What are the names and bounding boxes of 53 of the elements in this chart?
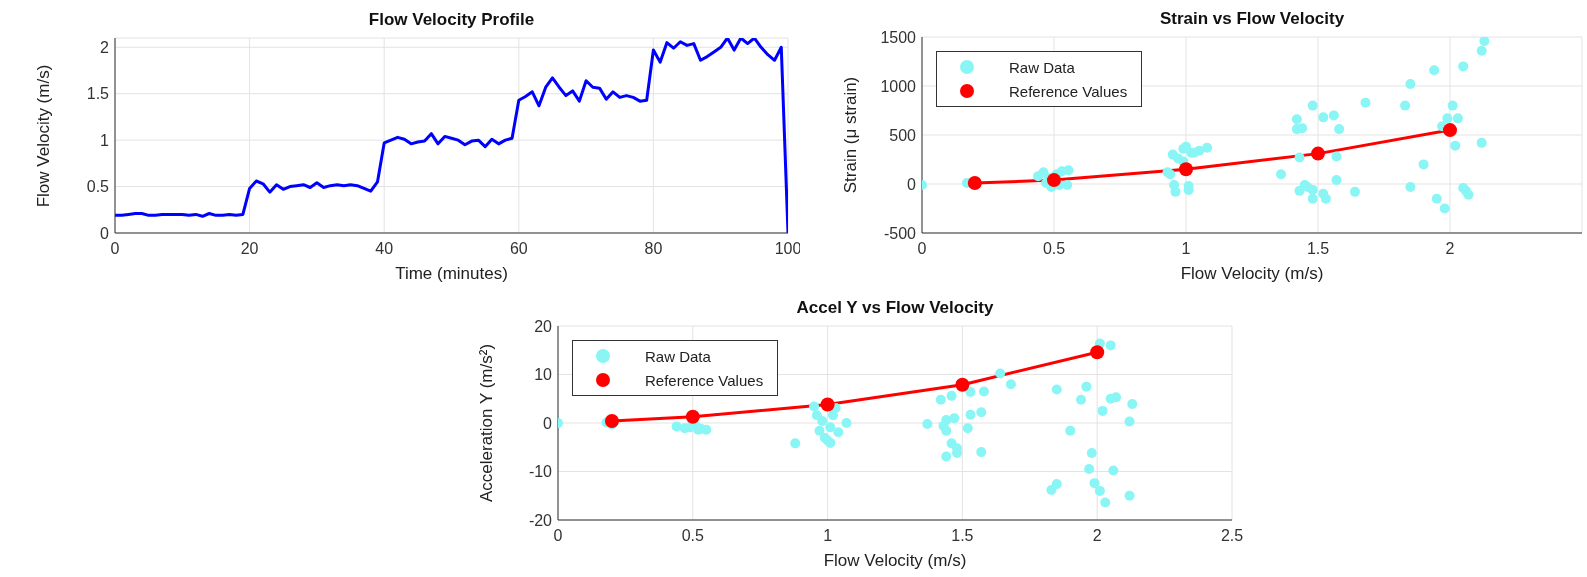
x-tick-label: 0.5 [681, 527, 705, 545]
point [604, 414, 619, 429]
legend-label: Raw Data [645, 347, 711, 365]
point [967, 176, 982, 191]
y-tick-label: -20 [528, 511, 553, 529]
x-axis-title: Flow Velocity (m/s) [823, 551, 967, 570]
point [685, 409, 700, 424]
y-tick-label: -500 [883, 224, 917, 242]
x-tick-label: 1.5 [951, 527, 974, 545]
y-tick-label: 0 [543, 414, 553, 432]
y-tick-label: 500 [889, 126, 917, 144]
y-tick-label: 1.5 [86, 85, 110, 103]
y-tick-label: 20 [534, 317, 553, 335]
x-tick-label: 2 [1445, 240, 1455, 258]
x-tick-label: 1 [823, 527, 833, 545]
x-tick-label: 1.5 [1306, 240, 1330, 258]
y-tick-label: -10 [528, 463, 553, 481]
x-tick-label: 2.5 [1220, 527, 1244, 545]
x-tick-label: 1 [1181, 240, 1191, 258]
line-series [115, 38, 788, 233]
chart-title: Strain vs Flow Velocity [1158, 9, 1346, 29]
x-tick-label: 40 [375, 240, 394, 258]
x-axis-title: Flow Velocity (m/s) [1180, 264, 1324, 283]
chart-title: Flow Velocity Profile [367, 10, 536, 30]
legend-label: Reference Values [645, 371, 764, 389]
x-tick-label: 100 [774, 240, 802, 258]
point [1047, 173, 1061, 188]
y-tick-label: 10 [534, 366, 553, 384]
point [1443, 123, 1457, 138]
x-tick-label: 0.5 [1042, 240, 1066, 258]
y-tick-label: 1500 [880, 28, 917, 46]
y-tick-label: 1 [100, 131, 110, 149]
y-tick-label: 2 [100, 38, 110, 56]
y-tick-label: 1000 [880, 77, 917, 95]
chart-title: Accel Y vs Flow Velocity [795, 298, 995, 318]
legend-label: Raw Data [1009, 58, 1075, 76]
point [1179, 162, 1193, 177]
y-tick-label: 0.5 [86, 178, 110, 196]
y-tick-label: 0 [907, 175, 917, 193]
y-axis-title: Flow Velocity (m/s) [34, 64, 54, 207]
y-axis-title: Strain (μ strain) [841, 76, 861, 194]
point [820, 397, 835, 412]
legend-label: Reference Values [1009, 82, 1128, 100]
point [955, 377, 970, 392]
point [1090, 345, 1105, 360]
x-tick-label: 80 [644, 240, 663, 258]
x-tick-label: 60 [509, 240, 528, 258]
x-tick-label: 20 [240, 240, 259, 258]
y-axis-title: Acceleration Y (m/s²) [477, 343, 497, 503]
point [1311, 146, 1325, 161]
x-tick-label: 2 [1092, 527, 1102, 545]
x-axis-title: Time (minutes) [395, 264, 508, 283]
y-tick-label: 0 [100, 224, 110, 242]
